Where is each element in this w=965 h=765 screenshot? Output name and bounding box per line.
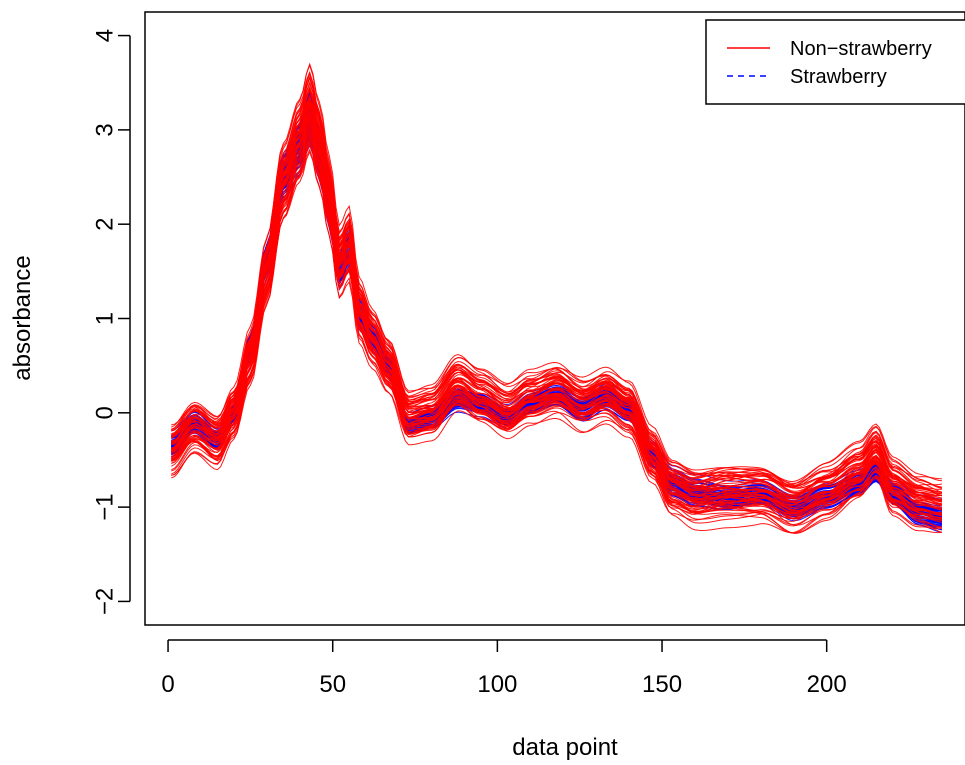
x-tick-label: 100: [477, 671, 517, 698]
x-tick-label: 0: [161, 671, 174, 698]
y-axis: −2 −1 0 1 2 3 4: [91, 29, 131, 615]
y-tick-label: 0: [91, 406, 118, 419]
non-strawberry-curve: [171, 141, 942, 534]
non-strawberry-curve: [171, 143, 942, 503]
y-tick-label: 2: [91, 218, 118, 231]
non-strawberry-curve: [171, 148, 942, 521]
y-tick-label: −2: [91, 588, 118, 615]
non-strawberry-curve: [171, 114, 942, 501]
non-strawberry-curve: [171, 121, 942, 534]
non-strawberry-curve: [171, 82, 943, 497]
y-tick-label: 4: [91, 29, 118, 42]
data-curves: [171, 62, 943, 534]
non-strawberry-curve: [171, 76, 942, 514]
y-tick-label: 1: [91, 312, 118, 325]
non-strawberry-curve: [171, 137, 942, 507]
y-tick-label: 3: [91, 123, 118, 136]
non-strawberry-curve: [171, 104, 942, 501]
y-tick-label: −1: [91, 493, 118, 520]
x-axis: 0 50 100 150 200: [161, 639, 847, 698]
legend-label-strawberry: Strawberry: [790, 66, 887, 88]
legend: Non−strawberry Strawberry: [705, 19, 965, 105]
non-strawberry-curve: [171, 102, 942, 485]
x-tick-label: 50: [319, 671, 346, 698]
x-axis-label: data point: [512, 734, 618, 761]
y-axis-label: absorbance: [9, 255, 36, 380]
plot-frame: [144, 11, 965, 626]
x-tick-label: 200: [807, 671, 847, 698]
non-strawberry-curve: [171, 106, 943, 515]
non-strawberry-curve: [171, 88, 942, 500]
non-strawberry-curve: [171, 63, 942, 495]
non-strawberry-curve: [171, 62, 943, 497]
non-strawberry-curve: [171, 127, 942, 526]
legend-box: [705, 19, 965, 105]
x-tick-label: 150: [642, 671, 682, 698]
legend-label-non-strawberry: Non−strawberry: [790, 38, 932, 60]
